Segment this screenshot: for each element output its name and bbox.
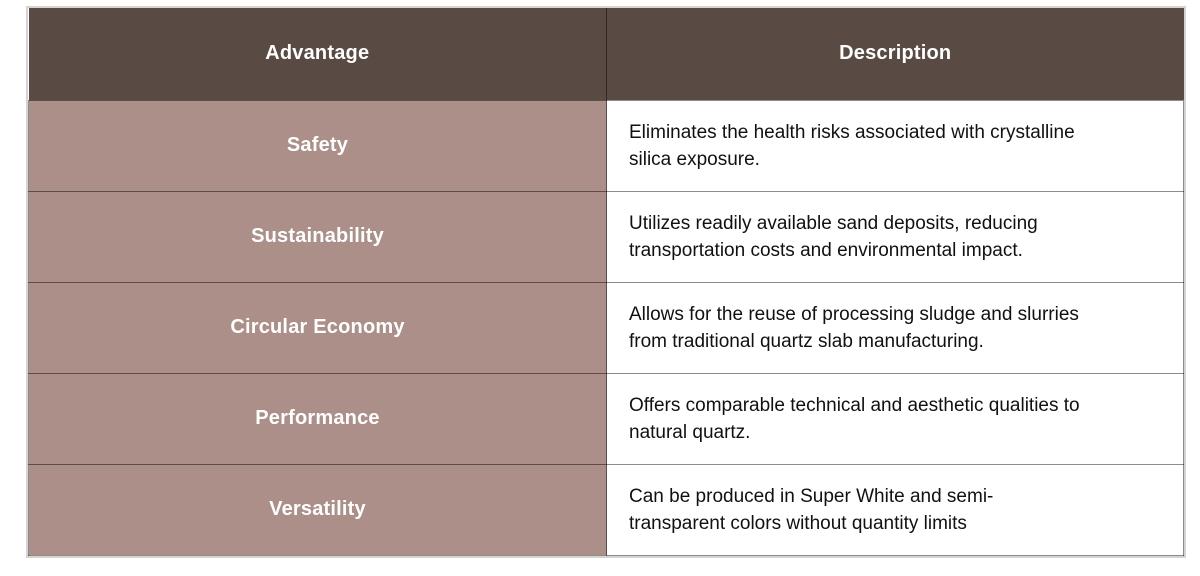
advantage-cell: Performance bbox=[28, 372, 607, 465]
description-line: transparent colors without quantity limi… bbox=[629, 512, 967, 534]
advantage-cell: Circular Economy bbox=[28, 281, 607, 374]
column-header-description: Description bbox=[606, 8, 1184, 101]
table-row-safety: Safety Eliminates the health risks assoc… bbox=[28, 99, 1184, 192]
advantage-cell: Sustainability bbox=[28, 190, 607, 283]
column-header-advantage: Advantage bbox=[28, 8, 607, 101]
table-row-versatility: Versatility Can be produced in Super Whi… bbox=[28, 463, 1184, 556]
description-line: Utilizes readily available sand deposits… bbox=[629, 212, 1038, 234]
description-line: from traditional quartz slab manufacturi… bbox=[629, 330, 984, 352]
description-cell: Allows for the reuse of processing sludg… bbox=[606, 281, 1184, 374]
table-row-performance: Performance Offers comparable technical … bbox=[28, 372, 1184, 465]
description-line: Allows for the reuse of processing sludg… bbox=[629, 303, 1079, 325]
description-cell: Utilizes readily available sand deposits… bbox=[606, 190, 1184, 283]
description-line: transportation costs and environmental i… bbox=[629, 239, 1023, 261]
advantages-table-container: Advantage Description Safety Eliminates … bbox=[26, 6, 1186, 558]
description-line: natural quartz. bbox=[629, 421, 751, 443]
advantage-cell: Versatility bbox=[28, 463, 607, 556]
advantages-table: Advantage Description Safety Eliminates … bbox=[28, 8, 1184, 556]
description-line: silica exposure. bbox=[629, 148, 760, 170]
table-row-circular-economy: Circular Economy Allows for the reuse of… bbox=[28, 281, 1184, 374]
table-row-sustainability: Sustainability Utilizes readily availabl… bbox=[28, 190, 1184, 283]
advantage-cell: Safety bbox=[28, 99, 607, 192]
description-cell: Eliminates the health risks associated w… bbox=[606, 99, 1184, 192]
description-line: Eliminates the health risks associated w… bbox=[629, 121, 1075, 143]
description-cell: Can be produced in Super White and semi-… bbox=[606, 463, 1184, 556]
table-header-row: Advantage Description bbox=[28, 8, 1184, 101]
description-line: Offers comparable technical and aestheti… bbox=[629, 394, 1080, 416]
description-line: Can be produced in Super White and semi- bbox=[629, 485, 994, 507]
description-cell: Offers comparable technical and aestheti… bbox=[606, 372, 1184, 465]
